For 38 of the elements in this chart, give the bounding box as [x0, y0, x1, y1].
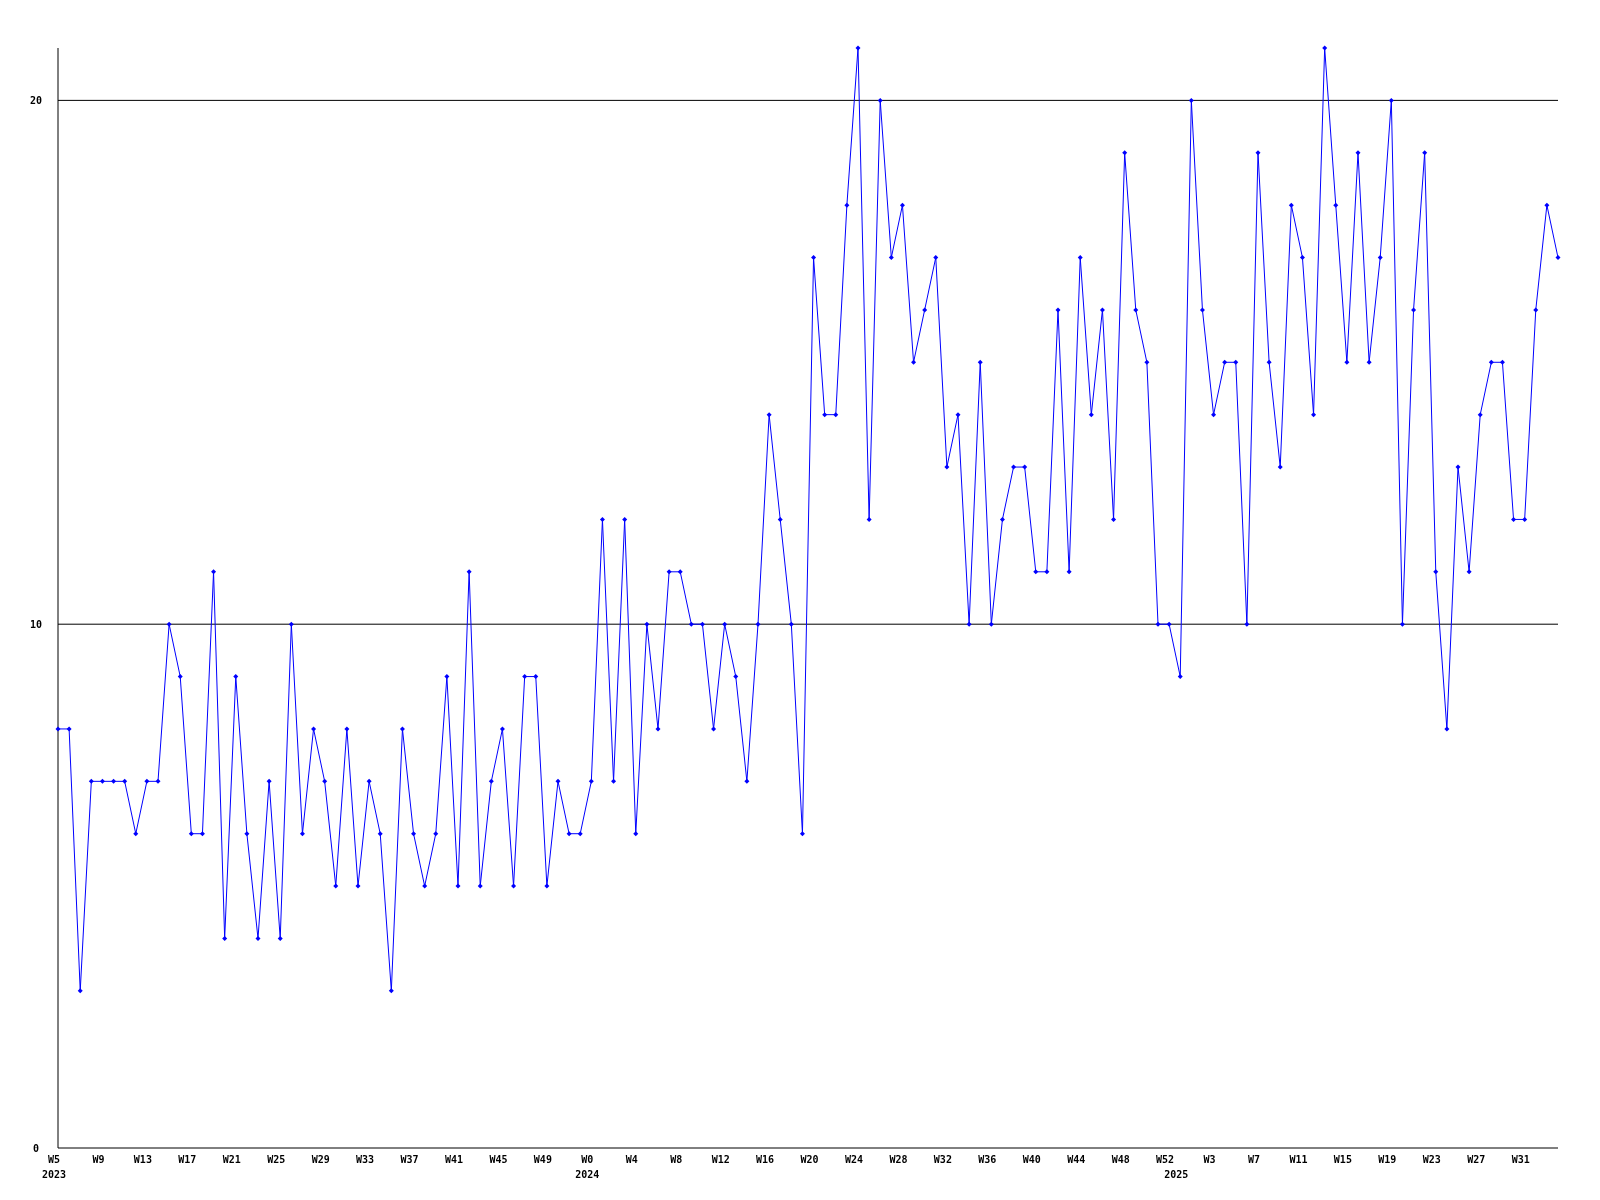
x-tick-label: W29 [311, 1154, 330, 1165]
x-tick-label: W28 [889, 1154, 908, 1165]
x-tick-label: W3 [1203, 1154, 1216, 1165]
x-tick-label: W21 [222, 1154, 241, 1165]
x-tick-label: W24 [844, 1154, 864, 1165]
x-tick-label: W52 [1156, 1154, 1175, 1165]
x-tick-label: W15 [1333, 1154, 1352, 1165]
x-tick-label: W45 [489, 1154, 508, 1165]
x-tick-label: W13 [133, 1154, 152, 1165]
x-tick-label: W32 [933, 1154, 952, 1165]
x-tick-label: W37 [400, 1154, 419, 1165]
x-tick-label: 2025 [1164, 1169, 1189, 1180]
x-tick-label: W19 [1378, 1154, 1397, 1165]
x-tick-label: W33 [356, 1154, 375, 1165]
x-tick-label: W12 [711, 1154, 730, 1165]
x-tick-label: W4 [625, 1154, 638, 1165]
y-tick-label: 20 [29, 94, 43, 106]
x-tick-label: W36 [978, 1154, 997, 1165]
x-tick-label: W49 [533, 1154, 552, 1165]
x-tick-label: W8 [670, 1154, 683, 1165]
x-tick-label: W11 [1289, 1154, 1308, 1165]
x-tick-label: W9 [92, 1154, 105, 1165]
x-tick-label: W27 [1467, 1154, 1486, 1165]
y-tick-label: 10 [29, 618, 43, 630]
x-tick-label: W0 2024 [575, 1154, 600, 1180]
x-tick-label: W5 2023 [41, 1154, 67, 1180]
x-tick-label: W31 [1511, 1154, 1530, 1165]
x-tick-label: W44 [1067, 1154, 1086, 1165]
x-tick-label: W20 [800, 1154, 819, 1165]
x-tick-label: W40 [1022, 1154, 1041, 1165]
x-tick-label: W41 [444, 1154, 464, 1165]
y-tick-label: 0 [32, 1142, 40, 1154]
x-tick-label: W48 [1111, 1154, 1130, 1165]
x-tick-label: W16 [756, 1154, 775, 1165]
x-tick-label: W17 [178, 1154, 197, 1165]
x-tick-label: W23 [1422, 1154, 1441, 1165]
x-tick-label: W25 [267, 1154, 286, 1165]
x-tick-label: W7 [1247, 1154, 1261, 1165]
